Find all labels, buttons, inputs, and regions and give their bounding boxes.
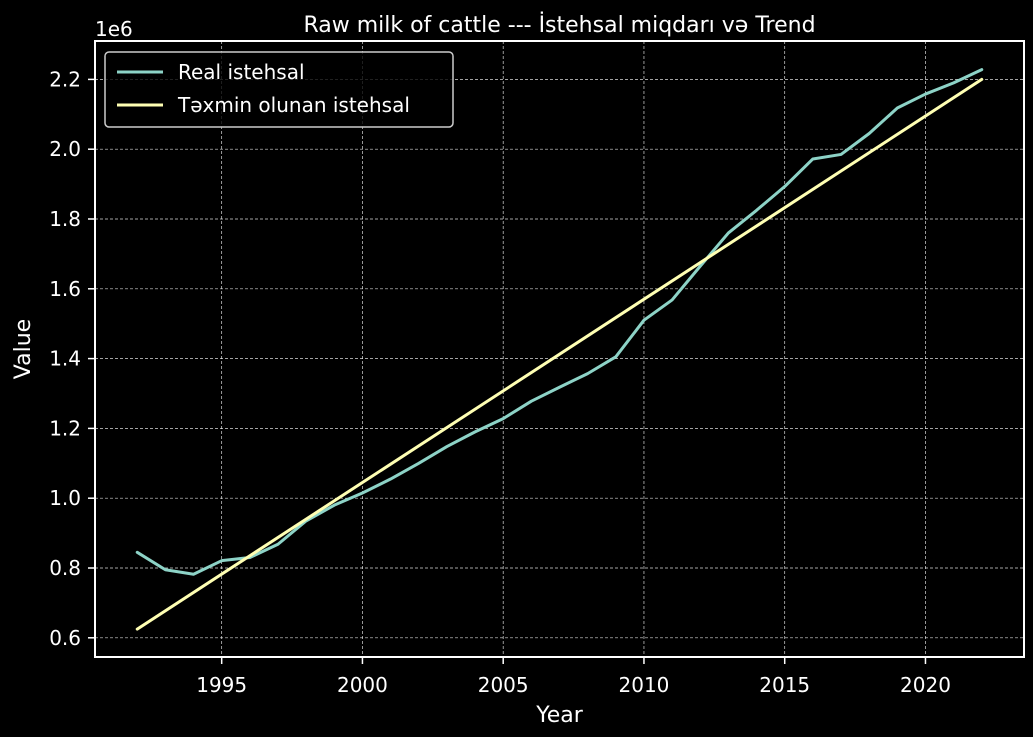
y-tick-label: 0.8 bbox=[49, 556, 81, 580]
y-tick-label: 1.8 bbox=[49, 207, 81, 231]
x-axis-label: Year bbox=[535, 703, 584, 728]
y-axis-label: Value bbox=[11, 319, 36, 379]
y-tick-label: 1.6 bbox=[49, 277, 81, 301]
legend: Real istehsal Təxmin olunan istehsal bbox=[104, 51, 454, 128]
series-layer bbox=[135, 68, 984, 631]
grid-lines bbox=[95, 41, 1024, 657]
x-tick-label: 2000 bbox=[337, 673, 388, 697]
x-tick-label: 1995 bbox=[196, 673, 247, 697]
x-tick-label: 2020 bbox=[900, 673, 951, 697]
y-tick-label: 2.0 bbox=[49, 137, 81, 161]
legend-box bbox=[104, 51, 454, 128]
axis-ticks: 1995 2000 2005 2010 2015 2020 0.6 0.8 1.0 1.2 1.4 1… bbox=[49, 67, 951, 697]
chart-title: Raw milk of cattle --- İstehsal miqdarı … bbox=[303, 12, 815, 38]
y-tick-label: 1.0 bbox=[49, 486, 81, 510]
y-tick-label: 1.2 bbox=[49, 416, 81, 440]
x-tick-label: 2015 bbox=[759, 673, 810, 697]
legend-label: Təxmin olunan istehsal bbox=[177, 93, 410, 117]
legend-label: Real istehsal bbox=[178, 60, 305, 84]
x-tick-label: 2005 bbox=[478, 673, 529, 697]
y-tick-label: 0.6 bbox=[49, 626, 81, 650]
series-line bbox=[135, 68, 984, 576]
x-tick-label: 2010 bbox=[619, 673, 670, 697]
plot-frame bbox=[94, 40, 1025, 658]
y-tick-label: 1.4 bbox=[49, 347, 81, 371]
y-tick-label: 2.2 bbox=[49, 67, 81, 91]
series-line bbox=[135, 77, 984, 631]
y-axis-offset-label: 1e6 bbox=[95, 17, 133, 41]
